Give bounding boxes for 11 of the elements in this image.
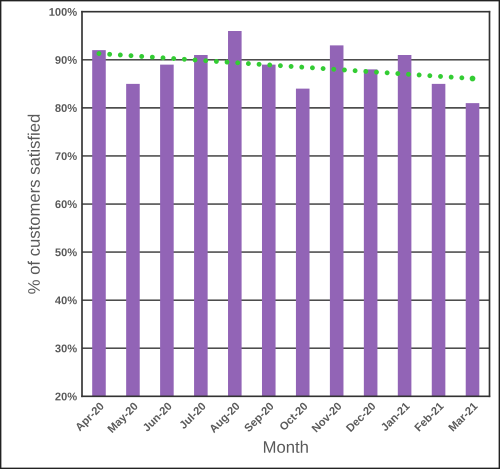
y-tick-label: 50% [55,248,77,256]
y-axis-title: % of customers satisfied [28,114,40,294]
x-axis-title: Month [264,440,308,453]
y-tick-label: 80% [55,104,77,112]
y-tick-label: 60% [55,200,77,208]
y-tick-label: 40% [55,296,77,304]
y-tick-label: 20% [55,392,77,400]
y-tick-label: 90% [55,56,77,64]
y-tick-label: 30% [55,344,77,352]
y-tick-label: 70% [55,152,77,160]
y-tick-label: 100% [49,8,77,16]
